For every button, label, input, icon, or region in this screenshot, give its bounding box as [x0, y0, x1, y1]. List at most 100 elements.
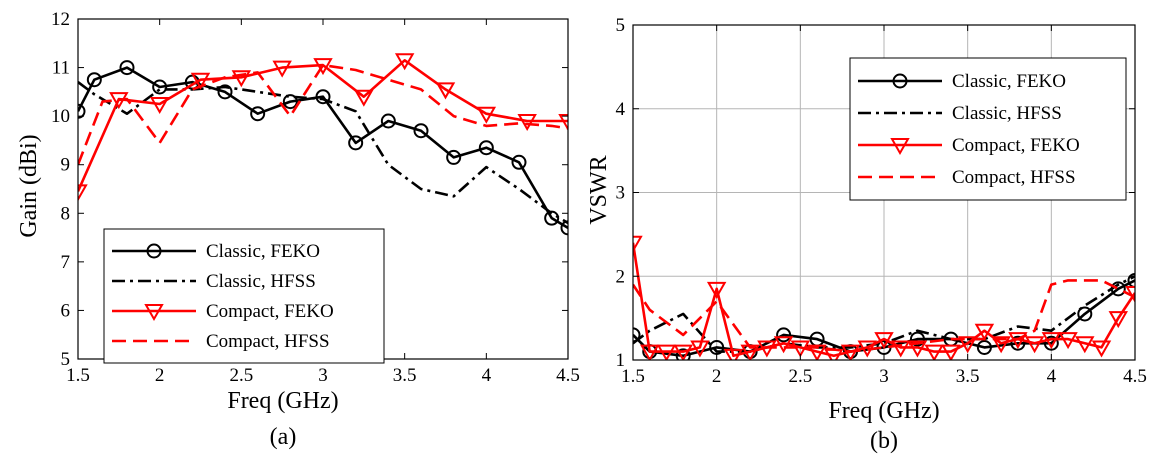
- chart-b-point-compact-feko: [907, 340, 928, 358]
- chart-b-series: [633, 235, 1135, 360]
- chart-a-ytick-label: 6: [61, 300, 71, 321]
- chart-b-point-compact-feko: [874, 332, 894, 350]
- chart-b-line-compact-feko: [633, 242, 1135, 358]
- chart-a-point-compact-feko: [190, 72, 211, 90]
- chart-a-series-classic-feko: [78, 60, 568, 236]
- chart-a-ytick-label: 9: [61, 155, 71, 176]
- chart-b-xtick-label: 4: [1047, 366, 1057, 387]
- chart-b-point-classic-feko: [1127, 272, 1135, 288]
- chart-a-ytick-label: 8: [61, 203, 71, 224]
- chart-a: 1.5 2 2.5 3 3.5 4 4.5 5 6 7 8 9 10 11 12 Freq (GHz) Ga…: [16, 9, 580, 450]
- chart-b-legend-marker-classic-feko: [892, 73, 908, 89]
- chart-a-xtick-label: 2: [155, 365, 165, 386]
- chart-b-point-compact-feko: [957, 336, 978, 354]
- chart-b-xlabel: Freq (GHz): [828, 398, 939, 424]
- chart-b-xtick-label: 3.5: [956, 366, 980, 387]
- chart-a-line-compact-hfss: [78, 63, 568, 166]
- chart-b-point-compact-feko: [1024, 336, 1045, 354]
- chart-b-point-compact-feko: [1108, 311, 1128, 329]
- chart-b-ytick-label: 5: [616, 15, 626, 36]
- chart-b-legend-label-classic-hfss: Classic, HFSS: [952, 103, 1062, 124]
- chart-b-point-classic-feko: [709, 339, 725, 355]
- chart-a-line-compact-feko: [78, 58, 568, 192]
- chart-a-series-compact-hfss: [78, 63, 568, 166]
- chart-a-legend-label-compact-feko: Compact, FEKO: [206, 301, 334, 322]
- chart-b-legend-marker-compact-feko: [890, 138, 910, 156]
- chart-a-legend: Classic, FEKO Classic, HFSS Compact, FEKO C…: [103, 228, 385, 364]
- chart-b-ytick-label: 4: [616, 99, 626, 120]
- chart-a-ytick-label: 12: [51, 9, 70, 30]
- chart-a-caption: (a): [270, 424, 297, 450]
- chart-b-ylabel: VSWR: [586, 155, 612, 224]
- chart-b-xtick-label: 1.5: [621, 366, 645, 387]
- chart-a-xtick-label: 3: [318, 365, 328, 386]
- chart-b-point-classic-feko: [776, 327, 792, 343]
- chart-a-point-classic-feko: [348, 135, 364, 151]
- chart-a-series-compact-feko: [78, 53, 568, 202]
- chart-b-point-compact-feko: [941, 344, 961, 360]
- chart-a-legend-marker-compact-feko: [144, 304, 164, 322]
- chart-b-point-compact-feko: [991, 336, 1011, 354]
- chart-a-point-classic-feko: [250, 106, 266, 122]
- chart-b-ticks: 1.5 2 2.5 3 3.5 4 4.5 1 2 3 4 5: [616, 15, 1147, 387]
- chart-b-xtick-label: 2.5: [788, 366, 812, 387]
- chart-b-ytick-label: 1: [616, 350, 626, 371]
- chart-a-point-classic-feko: [511, 154, 527, 170]
- chart-b-point-classic-feko: [976, 339, 992, 355]
- chart-a-point-classic-feko: [119, 60, 135, 76]
- chart-b-legend-label-classic-feko: Classic, FEKO: [952, 71, 1066, 92]
- chart-a-point-classic-feko: [152, 79, 168, 95]
- chart-b-xtick-label: 2: [712, 366, 722, 387]
- chart-a-xtick-label: 3.5: [393, 365, 417, 386]
- chart-b-point-compact-feko: [706, 281, 727, 299]
- chart-b-caption: (b): [870, 428, 898, 454]
- chart-b-xtick-label: 3: [879, 366, 889, 387]
- chart-b-ytick-label: 3: [616, 183, 626, 204]
- chart-a-point-compact-feko: [517, 114, 537, 132]
- chart-a-series: [78, 53, 568, 236]
- chart-a-point-classic-feko: [315, 89, 331, 105]
- chart-b-series-compact-hfss: [633, 279, 1135, 353]
- chart-a-ylabel: Gain (dBi): [16, 134, 42, 237]
- chart-a-legend-label-compact-hfss: Compact, HFSS: [206, 331, 330, 352]
- chart-b-point-compact-feko: [974, 323, 995, 341]
- chart-b-legend: Classic, FEKO Classic, HFSS Compact, FEKO C…: [849, 57, 1127, 201]
- chart-b-point-compact-feko: [840, 344, 861, 360]
- chart-a-point-classic-feko: [282, 94, 298, 110]
- chart-b-point-compact-feko: [773, 336, 794, 354]
- chart-a-point-compact-feko: [558, 114, 568, 132]
- chart-b-point-compact-feko: [1058, 332, 1078, 350]
- chart-a-xlabel: Freq (GHz): [227, 388, 338, 414]
- chart-a-point-compact-feko: [313, 58, 333, 76]
- chart-a-ytick-label: 7: [61, 252, 71, 273]
- chart-b-point-classic-feko: [1010, 335, 1026, 351]
- chart-a-point-compact-feko: [78, 184, 88, 202]
- chart-b-point-classic-feko: [1043, 335, 1059, 351]
- chart-a-point-compact-feko: [435, 82, 456, 100]
- chart-b-point-compact-feko: [1091, 340, 1112, 358]
- chart-a-point-compact-feko: [272, 60, 292, 78]
- chart-b-point-classic-feko: [675, 348, 691, 360]
- chart-a-point-classic-feko: [413, 123, 429, 139]
- chart-b-point-compact-feko: [673, 344, 693, 360]
- chart-a-point-classic-feko: [380, 113, 396, 129]
- chart-a-series-classic-hfss: [78, 81, 568, 225]
- chart-b-ytick-label: 2: [616, 266, 626, 287]
- chart-b: 1.5 2 2.5 3 3.5 4 4.5 1 2 3 4 5 Freq (GHz) VSWR (b)…: [586, 15, 1147, 454]
- chart-a-legend-label-classic-hfss: Classic, HFSS: [206, 271, 316, 292]
- chart-b-point-compact-feko: [1075, 336, 1095, 354]
- chart-a-xtick-label: 4: [482, 365, 492, 386]
- chart-a-ytick-label: 11: [52, 58, 70, 79]
- chart-b-point-classic-feko: [1077, 306, 1093, 322]
- chart-a-xtick-label: 2.5: [229, 365, 253, 386]
- chart-b-point-classic-feko: [909, 331, 925, 347]
- chart-b-point-compact-feko: [723, 348, 744, 360]
- chart-a-point-compact-feko: [149, 97, 170, 115]
- chart-a-point-compact-feko: [354, 89, 374, 107]
- chart-a-point-classic-feko: [560, 220, 568, 236]
- chart-a-xtick-label: 4.5: [556, 365, 580, 386]
- chart-b-line-compact-hfss: [633, 279, 1135, 353]
- chart-a-ytick-label: 10: [51, 106, 70, 127]
